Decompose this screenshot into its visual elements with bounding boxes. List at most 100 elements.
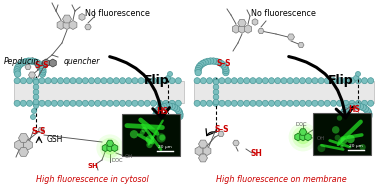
Circle shape xyxy=(113,100,119,106)
Circle shape xyxy=(368,78,374,84)
Circle shape xyxy=(51,100,57,106)
Circle shape xyxy=(281,78,287,84)
Circle shape xyxy=(166,76,170,80)
Circle shape xyxy=(196,63,202,70)
Circle shape xyxy=(195,69,201,76)
Polygon shape xyxy=(300,133,306,141)
Circle shape xyxy=(223,67,229,74)
Circle shape xyxy=(289,123,317,151)
Circle shape xyxy=(355,100,361,106)
Text: S–S: S–S xyxy=(35,61,49,70)
Circle shape xyxy=(113,78,119,84)
Polygon shape xyxy=(258,28,264,34)
Circle shape xyxy=(306,78,312,84)
Circle shape xyxy=(195,65,202,72)
Circle shape xyxy=(346,135,355,143)
Bar xyxy=(122,114,180,156)
Circle shape xyxy=(351,103,358,109)
Circle shape xyxy=(171,104,178,111)
Circle shape xyxy=(275,100,281,106)
Circle shape xyxy=(340,145,343,148)
Circle shape xyxy=(195,67,201,74)
Circle shape xyxy=(58,78,63,84)
Circle shape xyxy=(156,133,166,143)
Circle shape xyxy=(89,78,95,84)
Circle shape xyxy=(222,65,229,72)
Circle shape xyxy=(167,71,173,76)
Circle shape xyxy=(343,78,349,84)
Polygon shape xyxy=(232,25,240,33)
Circle shape xyxy=(169,103,175,110)
Circle shape xyxy=(312,100,318,106)
Circle shape xyxy=(163,103,170,109)
Circle shape xyxy=(331,78,337,84)
Circle shape xyxy=(82,100,88,106)
Polygon shape xyxy=(69,21,77,30)
Circle shape xyxy=(76,78,82,84)
Circle shape xyxy=(244,78,250,84)
Circle shape xyxy=(173,106,180,112)
Polygon shape xyxy=(18,134,29,142)
Circle shape xyxy=(159,135,165,141)
Circle shape xyxy=(155,107,161,114)
Circle shape xyxy=(31,58,37,65)
Circle shape xyxy=(146,142,153,148)
Circle shape xyxy=(331,100,337,106)
Circle shape xyxy=(293,100,299,106)
Circle shape xyxy=(89,100,95,106)
Circle shape xyxy=(362,78,368,84)
Circle shape xyxy=(34,59,40,66)
Circle shape xyxy=(205,58,211,65)
Text: S–S: S–S xyxy=(217,59,231,68)
FancyArrowPatch shape xyxy=(289,56,353,118)
Text: Flip: Flip xyxy=(144,73,170,87)
Circle shape xyxy=(33,99,39,105)
Polygon shape xyxy=(112,144,118,152)
Circle shape xyxy=(200,100,206,106)
Circle shape xyxy=(360,104,366,111)
Circle shape xyxy=(175,107,182,114)
Circle shape xyxy=(23,58,29,65)
Circle shape xyxy=(150,78,156,84)
Circle shape xyxy=(95,100,101,106)
Polygon shape xyxy=(195,146,203,156)
Text: HS: HS xyxy=(348,105,360,114)
Circle shape xyxy=(238,78,244,84)
Text: SH: SH xyxy=(87,163,98,169)
Circle shape xyxy=(317,144,325,152)
Circle shape xyxy=(157,78,163,84)
Circle shape xyxy=(14,71,21,77)
Polygon shape xyxy=(238,25,246,33)
Circle shape xyxy=(82,78,88,84)
Circle shape xyxy=(238,100,244,106)
Circle shape xyxy=(140,130,145,135)
Text: No fluorescence: No fluorescence xyxy=(251,8,316,18)
Circle shape xyxy=(33,89,39,95)
Circle shape xyxy=(194,78,200,84)
Text: 20 μm: 20 μm xyxy=(158,145,172,149)
Circle shape xyxy=(120,100,126,106)
Circle shape xyxy=(103,141,117,155)
Circle shape xyxy=(101,78,107,84)
Circle shape xyxy=(324,100,330,106)
Circle shape xyxy=(202,59,208,65)
Circle shape xyxy=(223,69,229,76)
Circle shape xyxy=(158,104,165,111)
Circle shape xyxy=(337,100,343,106)
Circle shape xyxy=(340,111,346,118)
Polygon shape xyxy=(199,154,207,162)
Circle shape xyxy=(169,78,175,84)
Circle shape xyxy=(213,78,219,84)
Circle shape xyxy=(362,100,368,106)
Circle shape xyxy=(15,64,21,71)
Polygon shape xyxy=(305,133,311,141)
Circle shape xyxy=(146,135,155,144)
Text: No fluorescence: No fluorescence xyxy=(84,8,149,18)
Circle shape xyxy=(150,100,156,106)
Text: S–S: S–S xyxy=(215,125,229,134)
Circle shape xyxy=(156,106,162,112)
Circle shape xyxy=(340,137,347,144)
Text: Pepducin: Pepducin xyxy=(4,56,39,65)
Circle shape xyxy=(95,78,101,84)
Circle shape xyxy=(126,78,132,84)
